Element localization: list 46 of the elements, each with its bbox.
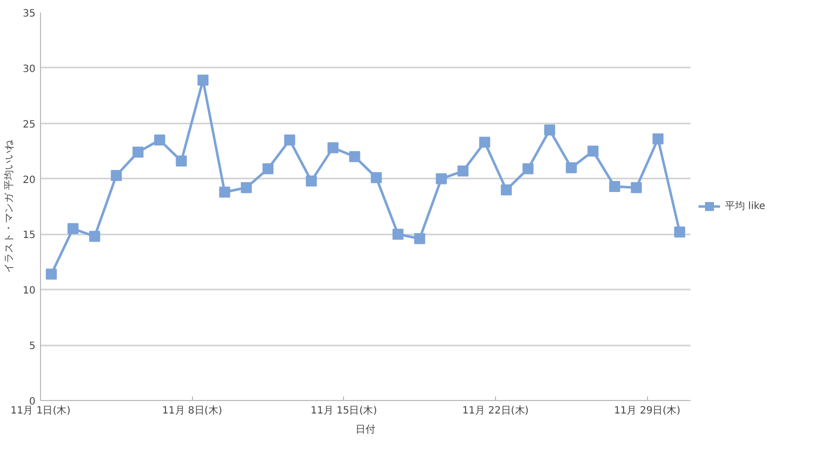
point bbox=[219, 186, 230, 198]
x-tick-label: 11月 29日(木) bbox=[614, 404, 680, 416]
point bbox=[566, 162, 577, 174]
y-tick-label: 30 bbox=[22, 64, 36, 75]
point bbox=[522, 163, 534, 174]
point bbox=[89, 230, 100, 242]
point bbox=[370, 172, 382, 184]
point bbox=[588, 146, 598, 157]
point bbox=[132, 146, 144, 158]
legend-label: 平均 like bbox=[725, 200, 766, 213]
point bbox=[458, 166, 468, 177]
point bbox=[630, 182, 642, 194]
point bbox=[500, 184, 512, 196]
point bbox=[674, 226, 686, 238]
point bbox=[652, 133, 664, 144]
point bbox=[110, 170, 122, 181]
point bbox=[306, 176, 317, 187]
y-tick-label: 15 bbox=[22, 230, 36, 242]
point bbox=[198, 74, 208, 86]
x-tick-label: 11月 15日(木) bbox=[310, 404, 378, 416]
x-tick-label: 11月 22日(木) bbox=[462, 404, 529, 416]
y-tick-label: 20 bbox=[22, 174, 36, 186]
point bbox=[436, 173, 447, 184]
point bbox=[349, 151, 360, 162]
point bbox=[328, 142, 338, 154]
point bbox=[240, 182, 252, 194]
point bbox=[154, 134, 166, 146]
y-tick-label: 0 bbox=[29, 396, 36, 408]
point bbox=[392, 228, 404, 240]
point bbox=[262, 163, 274, 174]
y-tick-label: 35 bbox=[22, 8, 36, 20]
point bbox=[284, 134, 296, 146]
x-tick-label: 11月 8日(木) bbox=[162, 404, 222, 416]
point bbox=[46, 268, 57, 280]
point bbox=[414, 233, 426, 244]
y-axis-title: イラスト・マンガ 平均いいね bbox=[2, 138, 15, 274]
x-axis-title: 日付 bbox=[356, 424, 376, 436]
point bbox=[176, 156, 187, 167]
y-tick-label: 25 bbox=[22, 119, 36, 130]
point bbox=[68, 223, 78, 234]
point bbox=[479, 136, 490, 148]
y-tick-label: 10 bbox=[22, 286, 36, 297]
point bbox=[609, 181, 620, 192]
point bbox=[544, 124, 556, 136]
y-tick-label: 5 bbox=[29, 341, 36, 352]
x-tick-label: 11月 1日(木) bbox=[10, 404, 71, 416]
